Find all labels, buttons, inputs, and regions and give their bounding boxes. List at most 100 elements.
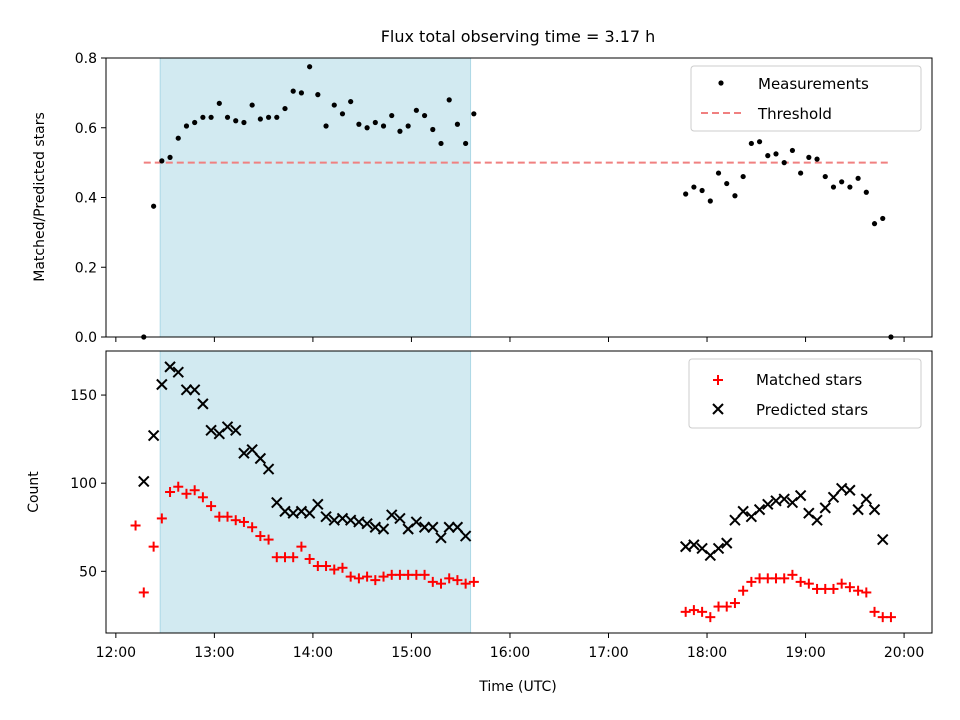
matched-stars-point — [836, 578, 847, 589]
measurement-point — [151, 203, 157, 209]
matched-stars-point — [165, 487, 176, 497]
predicted-stars-point — [320, 510, 332, 523]
matched-stars-point — [885, 612, 896, 623]
measurement-point — [806, 154, 812, 160]
predicted-stars-point — [262, 463, 275, 475]
predicted-stars-point — [303, 507, 316, 519]
measurement-point — [446, 97, 452, 103]
predicted-stars-point — [827, 491, 840, 503]
matched-stars-point — [370, 575, 381, 586]
measurement-point — [765, 153, 771, 159]
matched-stars-point — [197, 492, 208, 503]
matched-stars-point — [721, 601, 732, 612]
matched-stars-point — [787, 569, 798, 580]
predicted-stars-point — [729, 514, 741, 526]
predicted-stars-point — [164, 361, 176, 373]
legend-predicted-label: Predicted stars — [756, 401, 868, 419]
matched-stars-point — [238, 516, 249, 527]
legend-matched-label: Matched stars — [756, 371, 862, 389]
ratio-ytick-label: 0.8 — [75, 51, 97, 67]
count-ytick-label: 50 — [79, 564, 97, 580]
legend-measurements-label: Measurements — [758, 75, 869, 93]
matched-stars-point — [460, 578, 471, 589]
matched-stars-point — [304, 553, 315, 564]
matched-stars-point — [247, 522, 258, 533]
measurement-point — [167, 154, 173, 160]
matched-stars-point — [288, 552, 299, 563]
ratio-ytick-label: 0.2 — [75, 260, 97, 276]
predicted-stars-point — [410, 516, 423, 528]
count-observing-window — [159, 350, 472, 634]
matched-stars-point — [337, 562, 348, 573]
measurement-point — [282, 105, 288, 112]
matched-stars-point — [255, 531, 266, 542]
count-xtick-label: 17:00 — [588, 645, 628, 661]
predicted-stars-point — [180, 384, 193, 396]
measurement-point — [871, 221, 878, 227]
matched-stars-point — [688, 605, 699, 616]
predicted-stars-point — [246, 443, 258, 456]
measurement-point — [290, 88, 296, 94]
count-xtick-label: 18:00 — [687, 645, 727, 661]
predicted-stars-point — [737, 505, 749, 518]
measurement-point — [814, 156, 820, 162]
matched-stars-point — [138, 587, 149, 598]
matched-stars-point — [230, 515, 241, 526]
measurement-point — [732, 193, 738, 199]
measurement-point — [798, 170, 804, 176]
ratio-panel-frame — [105, 57, 933, 338]
predicted-stars-point — [688, 539, 700, 551]
ratio-ytick-label: 0.0 — [75, 330, 97, 346]
measurement-point — [789, 147, 796, 154]
predicted-stars-point — [753, 503, 766, 516]
count-panel-ylabel: Count — [26, 471, 42, 513]
matched-stars-point — [427, 576, 438, 587]
predicted-stars-point — [172, 366, 184, 378]
predicted-stars-point — [271, 496, 283, 509]
matched-stars-point — [697, 606, 708, 617]
measurement-point — [348, 98, 354, 105]
predicted-stars-point — [712, 542, 725, 555]
matched-stars-point — [444, 573, 455, 584]
predicted-stars-point — [852, 503, 864, 516]
measurement-point — [438, 140, 444, 147]
predicted-stars-point — [451, 521, 464, 533]
predicted-stars-point — [147, 429, 160, 442]
matched-stars-point — [329, 564, 340, 575]
count-ytick-label: 100 — [70, 476, 97, 492]
measurement-point — [839, 179, 845, 185]
measurement-point — [192, 119, 198, 126]
matched-stars-point — [222, 511, 233, 522]
predicted-stars-point — [762, 498, 774, 511]
chart-title: Flux total observing time = 3.17 h — [381, 27, 656, 46]
measurement-point — [274, 114, 280, 120]
measurement-point — [331, 102, 337, 108]
predicted-stars-point — [312, 498, 324, 511]
predicted-stars-point — [361, 518, 373, 530]
measurement-point — [159, 158, 165, 164]
measurement-point — [740, 173, 746, 180]
measurement-point — [200, 114, 206, 120]
predicted-stars-point — [205, 424, 217, 437]
measurement-point — [405, 123, 411, 129]
matched-stars-point — [779, 573, 790, 584]
measurement-point — [773, 151, 779, 157]
ratio-legend-box — [690, 65, 922, 132]
predicted-stars-point — [138, 475, 150, 488]
matched-stars-point — [378, 571, 389, 582]
measurement-point — [183, 123, 190, 129]
predicted-stars-point — [386, 509, 398, 521]
measurement-point — [430, 126, 436, 133]
predicted-stars-point — [811, 514, 823, 526]
predicted-stars-point — [721, 537, 733, 549]
measurement-point — [463, 140, 469, 147]
measurement-point — [781, 160, 787, 166]
measurement-point — [413, 107, 419, 113]
measurement-point — [724, 180, 730, 187]
predicted-stars-point — [844, 484, 856, 496]
measurement-point — [389, 112, 395, 119]
matched-stars-point — [345, 571, 356, 582]
measurement-point — [298, 90, 305, 96]
count-xtick-label: 12:00 — [96, 645, 136, 661]
